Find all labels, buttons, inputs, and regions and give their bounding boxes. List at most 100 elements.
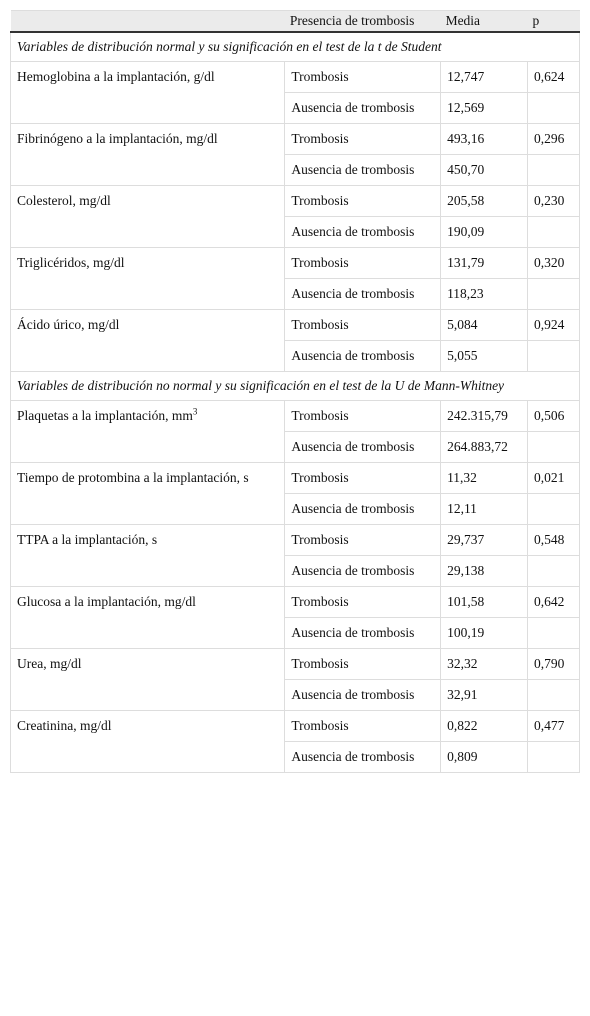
data-row: Ácido úrico, mg/dl Trombosis 5,084 0,924: [9, 309, 580, 372]
media-value: 12,747: [440, 61, 529, 93]
media-value: 0,809: [440, 741, 529, 773]
variable-cell: Tiempo de protombina a la implantación, …: [9, 462, 286, 525]
data-row: Creatinina, mg/dl Trombosis 0,822 0,477: [9, 710, 580, 773]
p-value: 0,230: [527, 185, 580, 217]
media-value: 0,822: [440, 710, 529, 742]
group-label: Trombosis: [284, 586, 442, 618]
group-label: Trombosis: [284, 309, 442, 341]
p-empty: [527, 278, 580, 310]
variable-label: Hemoglobina a la implantación, g/dl: [17, 69, 215, 84]
p-value: 0,477: [527, 710, 580, 742]
media-value: 493,16: [440, 123, 529, 155]
group-label: Ausencia de trombosis: [284, 340, 442, 372]
variable-cell: Glucosa a la implantación, mg/dl: [9, 586, 286, 649]
variable-cell: Triglicéridos, mg/dl: [9, 247, 286, 310]
data-table: Presencia de trombosis Media p Variables…: [9, 10, 580, 773]
group-label: Trombosis: [284, 524, 442, 556]
variable-cell: Urea, mg/dl: [9, 648, 286, 711]
variable-cell: Hemoglobina a la implantación, g/dl: [9, 61, 286, 124]
group-label: Trombosis: [284, 123, 442, 155]
media-value: 118,23: [440, 278, 529, 310]
media-value: 29,737: [440, 524, 529, 556]
p-empty: [527, 617, 580, 649]
media-value: 5,055: [440, 340, 529, 372]
section-title: Variables de distribución normal y su si…: [10, 31, 580, 62]
data-row: Fibrinógeno a la implantación, mg/dl Trom…: [9, 123, 580, 186]
section-row: Variables de distribución no normal y su…: [10, 371, 580, 401]
group-label: Ausencia de trombosis: [284, 493, 442, 525]
data-row: Ausencia de trombosis 12,11: [11, 493, 580, 525]
group-label: Trombosis: [284, 648, 442, 680]
variable-label: Creatinina, mg/dl: [17, 718, 112, 733]
data-row: TTPA a la implantación, s Trombosis 29,737…: [9, 524, 580, 587]
group-label: Ausencia de trombosis: [284, 741, 442, 773]
media-value: 450,70: [440, 154, 529, 186]
data-row: Plaquetas a la implantación, mm3 Trombosi…: [9, 400, 580, 463]
variable-cell: Colesterol, mg/dl: [9, 185, 286, 248]
variable-cell: Fibrinógeno a la implantación, mg/dl: [9, 123, 286, 186]
p-value: 0,548: [527, 524, 580, 556]
group-label: Trombosis: [284, 710, 442, 742]
section-row: Variables de distribución normal y su si…: [10, 31, 580, 62]
p-empty: [527, 679, 580, 711]
data-row: Ausencia de trombosis 264.883,72: [11, 431, 580, 463]
p-value: 0,790: [527, 648, 580, 680]
data-row: Hemoglobina a la implantación, g/dl Tromb…: [9, 61, 580, 124]
data-row: Urea, mg/dl Trombosis 32,32 0,790: [9, 648, 580, 711]
group-label: Ausencia de trombosis: [284, 679, 442, 711]
section-title: Variables de distribución no normal y su…: [10, 371, 580, 401]
media-value: 264.883,72: [440, 431, 529, 463]
media-value: 205,58: [440, 185, 529, 217]
data-row: Ausencia de trombosis 450,70: [11, 154, 580, 186]
group-label: Ausencia de trombosis: [284, 92, 442, 124]
group-label: Ausencia de trombosis: [284, 154, 442, 186]
variable-cell: Creatinina, mg/dl: [9, 710, 286, 773]
p-empty: [527, 92, 580, 124]
group-label: Trombosis: [284, 462, 442, 494]
p-value: 0,642: [527, 586, 580, 618]
variable-label: Fibrinógeno a la implantación, mg/dl: [17, 131, 218, 146]
header-cell: [10, 10, 285, 33]
table-body: Variables de distribución normal y su si…: [9, 31, 580, 773]
media-value: 12,11: [440, 493, 529, 525]
p-value: 0,296: [527, 123, 580, 155]
header-cell: Media: [440, 10, 528, 33]
variable-cell: Plaquetas a la implantación, mm3: [9, 400, 286, 463]
variable-label: Plaquetas a la implantación, mm: [17, 408, 193, 423]
group-label: Trombosis: [284, 61, 442, 93]
p-empty: [527, 431, 580, 463]
variable-label: Urea, mg/dl: [17, 656, 82, 671]
variable-cell: TTPA a la implantación, s: [9, 524, 286, 587]
data-row: Ausencia de trombosis 12,569: [11, 92, 580, 124]
data-row: Glucosa a la implantación, mg/dl Trombosi…: [9, 586, 580, 649]
p-empty: [527, 493, 580, 525]
variable-label: Glucosa a la implantación, mg/dl: [17, 594, 196, 609]
media-value: 100,19: [440, 617, 529, 649]
unit-superscript: 3: [192, 406, 198, 417]
media-value: 29,138: [440, 555, 529, 587]
group-label: Ausencia de trombosis: [284, 278, 442, 310]
header-cell: p: [527, 10, 580, 33]
media-value: 12,569: [440, 92, 529, 124]
variable-label: Ácido úrico, mg/dl: [17, 317, 120, 332]
media-value: 32,32: [440, 648, 529, 680]
p-empty: [527, 216, 580, 248]
data-row: Colesterol, mg/dl Trombosis 205,58 0,230: [9, 185, 580, 248]
header-row: Presencia de trombosis Media p: [10, 10, 580, 33]
media-value: 131,79: [440, 247, 529, 279]
data-row: Triglicéridos, mg/dl Trombosis 131,79 0,320: [9, 247, 580, 310]
p-empty: [527, 340, 580, 372]
p-value: 0,924: [527, 309, 580, 341]
p-value: 0,320: [527, 247, 580, 279]
p-empty: [527, 154, 580, 186]
media-value: 32,91: [440, 679, 529, 711]
p-value: 0,624: [527, 61, 580, 93]
p-empty: [527, 741, 580, 773]
p-value: 0,021: [527, 462, 580, 494]
p-empty: [527, 555, 580, 587]
media-value: 5,084: [440, 309, 529, 341]
media-value: 242.315,79: [440, 400, 529, 432]
data-row: Ausencia de trombosis 0,809: [11, 741, 580, 773]
group-label: Ausencia de trombosis: [284, 617, 442, 649]
